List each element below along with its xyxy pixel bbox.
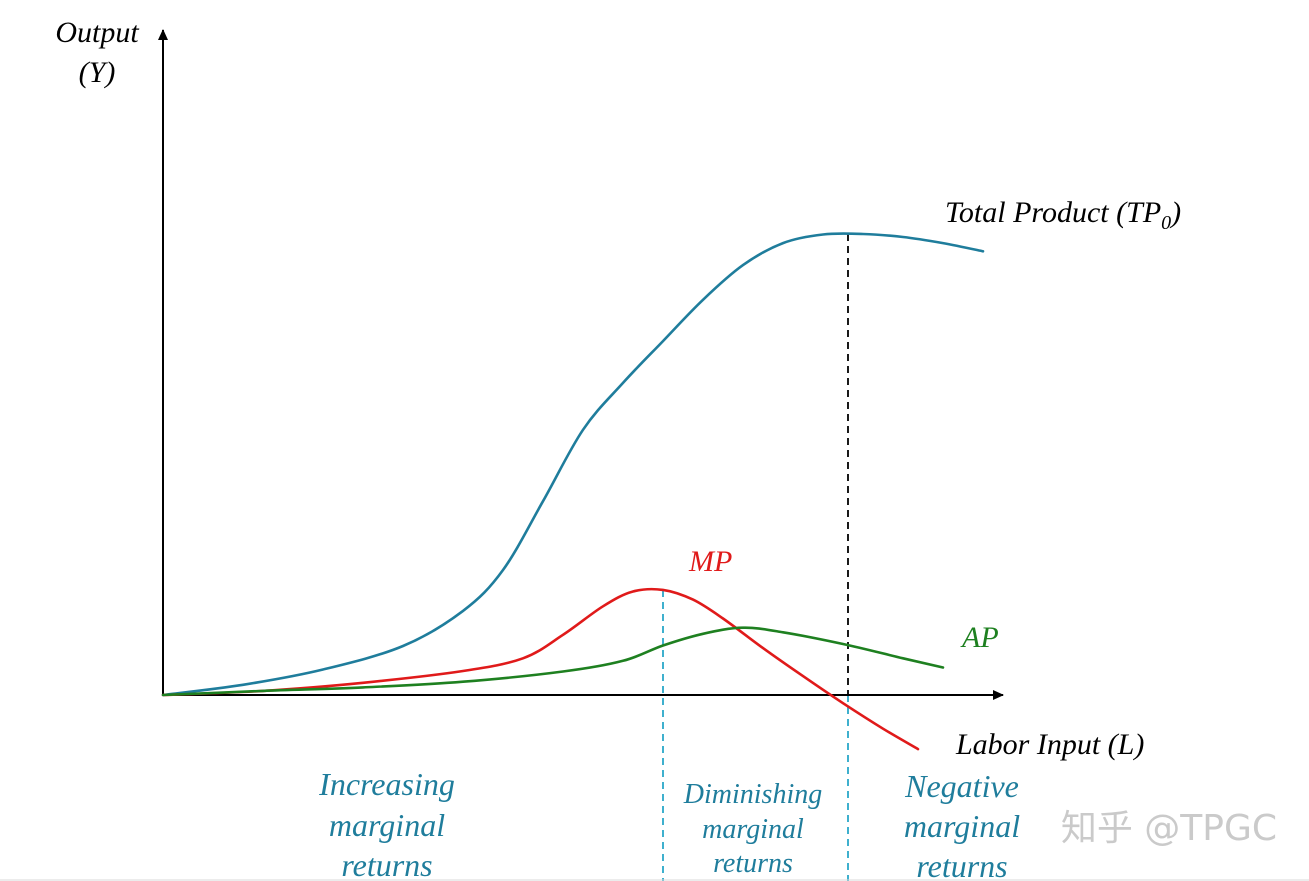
region-label-line: returns xyxy=(341,847,432,881)
ap-series-label: AP xyxy=(960,621,999,654)
region-label-line: Increasing xyxy=(318,766,455,802)
tp-label-suffix: ) xyxy=(1169,196,1181,229)
series-line-tp xyxy=(161,232,985,697)
region-label-line: marginal xyxy=(329,807,445,843)
region-increasing: Increasing marginal returns xyxy=(318,766,455,881)
tp-label-main: Total Product (TP xyxy=(945,196,1161,229)
region-label-line: marginal xyxy=(702,814,804,845)
region-diminishing: Diminishing marginal returns xyxy=(683,779,822,879)
watermark: 知乎 @TPGC xyxy=(1061,808,1277,849)
region-label-line: Diminishing xyxy=(683,779,822,810)
y-axis-label-line2: (Y) xyxy=(79,56,116,89)
y-axis-label-line1: Output xyxy=(55,16,139,49)
series-line-mp xyxy=(161,587,920,751)
guide-lines xyxy=(662,233,849,881)
tp-series-label: Total Product (TP0) xyxy=(945,196,1181,234)
tp-label-subscript: 0 xyxy=(1161,212,1171,234)
region-label-line: marginal xyxy=(904,808,1020,844)
mp-series-label: MP xyxy=(688,545,732,578)
x-axis-label: Labor Input (L) xyxy=(955,728,1144,761)
region-label-line: Negative xyxy=(904,768,1019,804)
series-layer xyxy=(161,232,985,751)
region-negative: Negative marginal returns xyxy=(904,768,1020,881)
region-label-line: returns xyxy=(713,848,793,879)
series-line-ap xyxy=(161,626,945,697)
region-label-line: returns xyxy=(916,848,1007,881)
